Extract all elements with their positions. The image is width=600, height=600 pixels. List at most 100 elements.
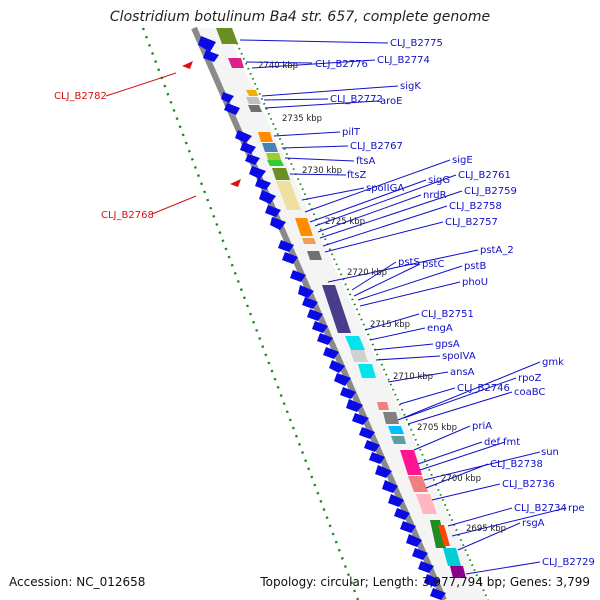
gene-arrow [265,205,281,217]
kbp-tick-label: 2740 kbp [258,61,298,71]
kbp-tick-label: 2695 kbp [466,524,506,534]
gene-arrow [334,373,351,386]
kbp-tick-label: 2720 kbp [347,268,387,278]
gene-block [246,90,258,96]
gene-block [295,218,313,236]
gene-label[interactable]: pilT [342,127,361,138]
gene-label[interactable]: CLJ_B2758 [449,201,502,212]
gene-label[interactable]: def [484,437,501,448]
gene-label[interactable]: sigE [452,155,473,166]
gene-block [377,402,389,410]
gene-label[interactable]: ansA [450,367,475,378]
gene-arrow [375,465,392,478]
red-marker [182,61,193,69]
red-gene-label[interactable]: CLJ_B2768 [101,210,154,221]
gene-label[interactable]: CLJ_B2772 [330,94,383,105]
gene-arrow [359,427,375,439]
gene-block [322,285,351,333]
gene-label[interactable]: pstS [398,257,420,268]
gene-arrow [352,413,369,425]
gene-label[interactable]: nrdR [423,190,447,201]
gene-arrow [198,36,216,52]
gene-arrow [394,508,410,520]
gene-label[interactable]: CLJ_B2759 [464,186,517,197]
gene-label[interactable]: CLJ_B2774 [377,55,430,66]
gene-labels: CLJ_B2775 CLJ_B2776 CLJ_B2774 sigK CLJ_B… [315,38,595,568]
gene-block [267,160,284,166]
gene-label[interactable]: spoIIGA [366,183,404,194]
gene-label[interactable]: CLJ_B2738 [490,459,543,470]
gene-label[interactable]: CLJ_B2767 [350,141,403,152]
gene-block [272,168,290,180]
kbp-tick-label: 2700 kbp [441,474,481,484]
gene-label[interactable]: CLJ_B2751 [421,309,474,320]
gene-arrow [249,166,266,179]
gene-arrow [364,440,380,452]
outer-ruler-line [141,27,360,600]
gene-label[interactable]: sigG [428,175,450,186]
gene-label[interactable]: pstB [464,261,486,272]
gene-block [383,412,399,424]
gene-arrow [329,360,345,373]
gene-label[interactable]: CLJ_B2776 [315,59,368,70]
gene-label[interactable]: rpoZ [518,373,542,384]
gene-label[interactable]: CLJ_B2757 [445,217,498,228]
gene-arrow [406,534,422,547]
gene-label[interactable]: CLJ_B2746 [457,383,510,394]
red-gene-label[interactable]: CLJ_B2782 [54,91,107,102]
gene-label[interactable]: sun [541,447,559,458]
gene-block [450,566,466,578]
gene-label[interactable]: rpe [568,503,585,514]
kbp-tick-label: 2725 kbp [325,217,365,227]
accession-text: Accession: NC_012658 [9,575,146,589]
gene-arrow [224,103,240,115]
gene-label[interactable]: CLJ_B2736 [502,479,555,490]
gene-label[interactable]: phoU [462,277,488,288]
gene-block [438,525,450,546]
gene-label[interactable]: rsgA [522,518,545,529]
gene-block [350,350,368,362]
gene-label[interactable]: gmk [542,357,564,368]
gene-block [276,181,301,210]
gene-label[interactable]: CLJ_B2761 [458,170,511,181]
gene-block [248,105,262,112]
gene-block [430,520,446,548]
gene-arrow [317,333,333,345]
gene-arrow [282,252,298,264]
gene-label[interactable]: pstC [422,259,444,270]
gene-label[interactable]: fmt [503,437,520,448]
gene-label[interactable]: ftsZ [347,170,366,181]
gene-arrow [259,190,276,204]
gene-blocks [216,28,466,578]
gene-arrow [235,130,252,143]
red-marker [230,179,241,187]
gene-label[interactable]: pstA_2 [480,245,514,256]
gene-block [443,548,461,566]
gene-label[interactable]: aroE [380,96,402,107]
gene-block [358,364,376,378]
gene-block [408,476,428,492]
gene-label[interactable]: engA [427,323,453,334]
gene-arrow [346,399,363,412]
gene-arrows [198,36,446,600]
gene-block [228,58,244,68]
gene-label[interactable]: CLJ_B2775 [390,38,443,49]
gene-label[interactable]: spoIVA [442,351,476,362]
gene-label[interactable]: ftsA [356,156,375,167]
gene-label[interactable]: sigK [400,81,421,92]
gene-arrow [412,548,428,560]
gene-label[interactable]: priA [472,421,492,432]
kbp-tick-label: 2730 kbp [302,166,342,176]
gene-arrow [221,92,234,103]
gene-arrow [298,285,314,298]
gene-block [391,436,406,444]
gene-label[interactable]: CLJ_B2734 [514,503,567,514]
kbp-tick-label: 2715 kbp [370,320,410,330]
gene-label[interactable]: gpsA [435,339,460,350]
gene-block [266,153,281,160]
gene-arrow [290,270,306,282]
gene-block [307,251,322,260]
gene-label[interactable]: CLJ_B2729 [542,557,595,568]
gene-label[interactable]: coaBC [514,387,545,398]
